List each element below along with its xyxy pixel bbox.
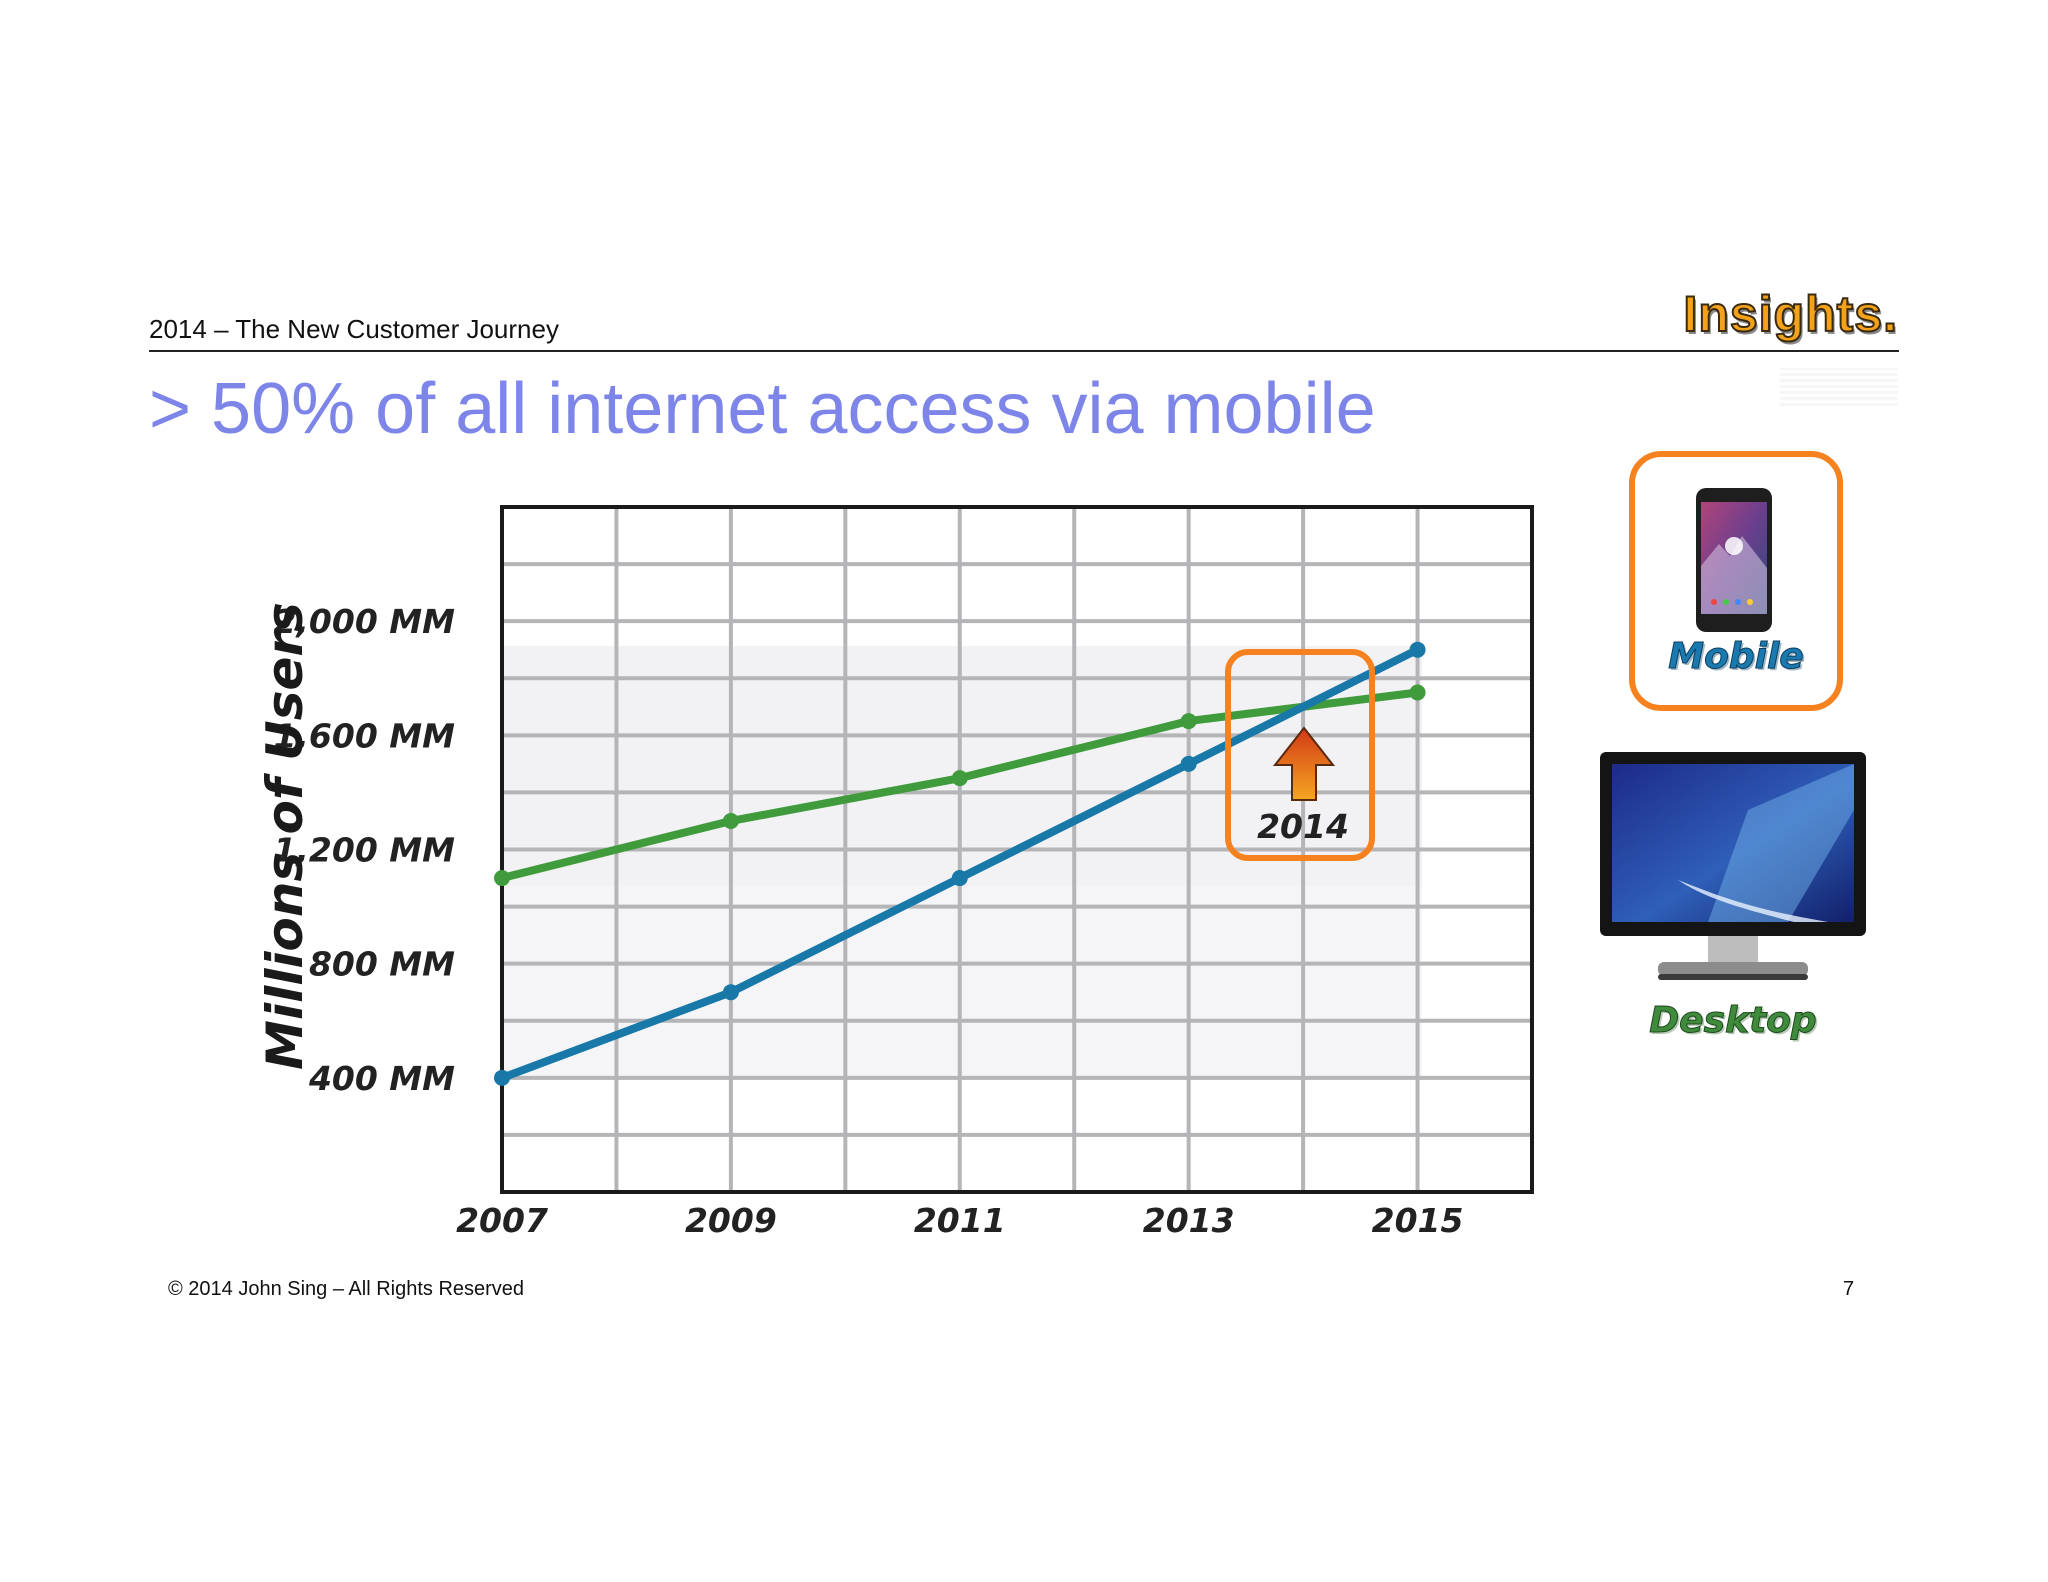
desktop-data-point [494,870,510,887]
y-tick-label: 800 MM [309,945,455,984]
header-rule [149,350,1899,352]
chart-shaded-band-lower [502,886,1422,1080]
copyright-footer: © 2014 John Sing – All Rights Reserved [168,1278,525,1300]
brand-reflection [1780,368,1898,406]
deck-subtitle: 2014 – The New Customer Journey [149,314,559,344]
x-tick-label: 2007 [456,1201,548,1240]
mobile-data-point [1409,641,1426,658]
x-tick-label: 2013 [1143,1201,1235,1240]
x-tick-label: 2009 [685,1201,777,1240]
y-axis-label: Millions of Users [256,602,314,1070]
callout-year-label: 2014 [1257,807,1349,846]
x-tick-label: 2011 [914,1201,1006,1240]
desktop-monitor-icon [1600,752,1866,980]
year-2014-highlight-box [1225,649,1375,861]
arrow-up-icon [1272,726,1336,801]
y-tick-label: 400 MM [308,1059,455,1098]
mobile-data-point [722,984,739,1001]
chart-grid [502,507,1532,1192]
chart-shaded-band [502,646,1422,886]
desktop-data-point [1409,684,1426,701]
y-tick-label: 1,200 MM [273,831,455,870]
x-axis-ticks: 2007 2009 2011 2013 2015 [456,1201,1463,1240]
smartphone-icon [1696,488,1772,632]
desktop-data-point [951,770,968,787]
mobile-label: Mobile [1668,636,1804,678]
chart-series [494,641,1426,1086]
desktop-data-point [1180,713,1197,730]
y-tick-label: 1,600 MM [273,716,455,755]
slide-title: > 50% of all internet access via mobile [149,369,1376,449]
y-tick-label: 2,000 MM [273,602,455,641]
mobile-data-point [951,870,968,887]
mobile-data-point [1180,755,1197,772]
brand-logo: Insights. [1682,285,1898,343]
x-tick-label: 2015 [1372,1201,1464,1240]
mobile-device-card [1629,451,1843,711]
desktop-data-point [722,812,739,829]
mobile-data-point [494,1069,510,1086]
y-axis-ticks: 400 MM 800 MM 1,200 MM 1,600 MM 2,000 MM [273,602,455,1098]
chart-frame [500,505,1534,1194]
page-number: 7 [1843,1278,1855,1300]
desktop-label: Desktop [1649,1000,1817,1042]
